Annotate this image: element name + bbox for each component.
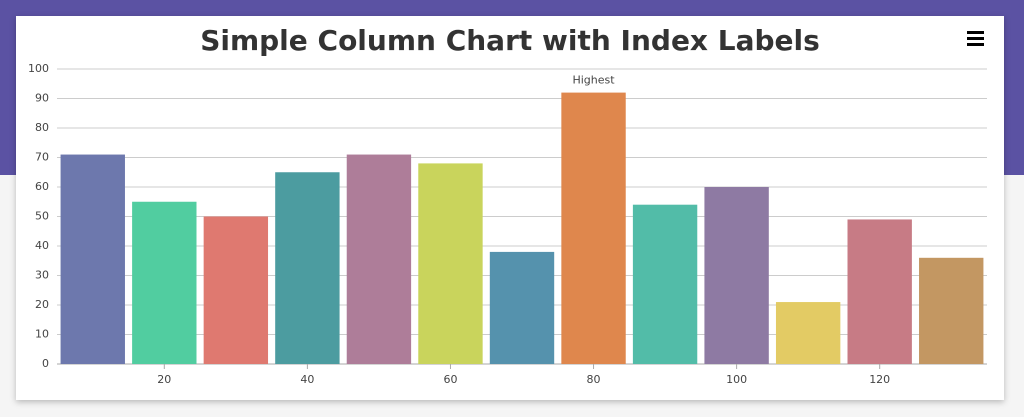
bar [346,154,412,364]
y-tick-label: 30 [35,269,49,282]
y-tick-label: 0 [42,357,49,370]
bar [632,204,698,364]
y-tick-label: 80 [35,121,49,134]
menu-bar [967,43,984,46]
bar [132,201,197,364]
bar [275,172,340,364]
menu-bar [967,37,984,40]
x-tick-label: 60 [443,373,457,386]
menu-button[interactable] [962,26,988,50]
x-tick-label: 80 [587,373,601,386]
y-tick-label: 20 [35,298,49,311]
y-tick-label: 60 [35,180,49,193]
bar [775,302,841,364]
index-label: Highest [572,74,615,87]
y-tick-label: 40 [35,239,49,252]
bar [489,251,555,364]
y-tick-label: 10 [35,328,49,341]
y-tick-label: 100 [28,62,49,75]
y-tick-label: 70 [35,151,49,164]
y-tick-label: 90 [35,92,49,105]
y-tick-label: 50 [35,210,49,223]
bar [919,257,984,364]
bar [60,154,125,364]
bar [561,92,626,364]
bar [203,216,269,364]
bar [704,187,769,364]
x-tick-label: 20 [157,373,171,386]
chart-title: Simple Column Chart with Index Labels [200,24,820,57]
x-tick-label: 100 [726,373,747,386]
bar [847,219,912,364]
x-tick-label: 120 [869,373,890,386]
x-tick-label: 40 [300,373,314,386]
bar [418,163,483,364]
menu-bar [967,31,984,34]
